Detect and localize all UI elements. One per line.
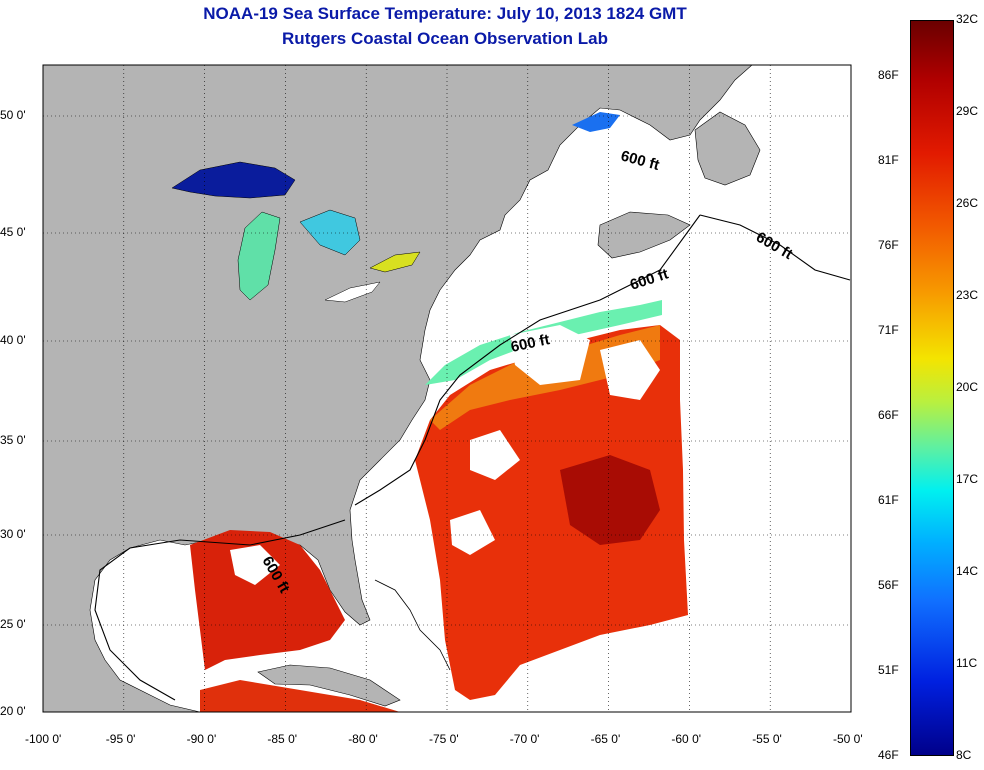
sst-atlantic-hot-core xyxy=(560,455,660,545)
bathymetry-600ft-contour xyxy=(94,214,851,701)
fahrenheit-label: 71F xyxy=(878,323,899,337)
map-subtitle: Rutgers Coastal Ocean Observation Lab xyxy=(282,29,608,48)
fahrenheit-label: 86F xyxy=(878,68,899,82)
fahrenheit-label: 81F xyxy=(878,153,899,167)
fahrenheit-label: 51F xyxy=(878,663,899,677)
celsius-label: 23C xyxy=(956,288,979,302)
lake-ontario xyxy=(324,281,381,303)
lon-tick-label: -70 0' xyxy=(509,732,540,746)
sst-caribbean xyxy=(200,680,400,712)
lon-tick-label: -95 0' xyxy=(105,732,136,746)
lat-tick-label: 40 0' xyxy=(0,333,26,347)
florida-bank-contour xyxy=(374,579,451,671)
sst-gulf-of-mexico xyxy=(190,530,345,670)
lon-tick-label: -100 0' xyxy=(25,732,62,746)
celsius-label: 11C xyxy=(956,656,978,670)
map-grid xyxy=(43,65,851,712)
land-newfoundland xyxy=(694,111,761,186)
lon-tick-label: -90 0' xyxy=(186,732,217,746)
st-lawrence-sst xyxy=(572,112,620,132)
celsius-label: 17C xyxy=(956,472,979,486)
celsius-label: 20C xyxy=(956,380,979,394)
lat-tick-label: 50 0' xyxy=(0,108,26,122)
celsius-label: 8C xyxy=(956,748,972,762)
lon-tick-label: -60 0' xyxy=(671,732,702,746)
lake-huron xyxy=(299,209,361,256)
celsius-label: 14C xyxy=(956,564,979,578)
fahrenheit-label: 76F xyxy=(878,238,899,252)
lat-tick-label: 35 0' xyxy=(0,433,26,447)
lake-erie xyxy=(369,251,421,273)
cloud-mask xyxy=(230,325,660,585)
lake-michigan xyxy=(237,211,281,301)
map-title: NOAA-19 Sea Surface Temperature: July 10… xyxy=(203,4,687,23)
land-nova-scotia xyxy=(597,211,691,259)
celsius-label: 26C xyxy=(956,196,979,210)
fahrenheit-label: 61F xyxy=(878,493,899,507)
land-cuba xyxy=(257,664,401,707)
lat-tick-label: 30 0' xyxy=(0,527,26,541)
lake-superior xyxy=(171,161,296,199)
fahrenheit-label: 46F xyxy=(878,748,899,762)
lon-tick-label: -75 0' xyxy=(429,732,459,746)
lat-tick-label: 25 0' xyxy=(0,617,26,631)
lat-tick-label: 20 0' xyxy=(0,704,26,718)
lat-tick-label: 45 0' xyxy=(0,225,26,239)
lon-tick-label: -80 0' xyxy=(348,732,378,746)
temperature-colorbar xyxy=(910,20,954,756)
fahrenheit-label: 66F xyxy=(878,408,899,422)
celsius-label: 29C xyxy=(956,104,979,118)
lon-tick-label: -65 0' xyxy=(590,732,621,746)
lon-tick-label: -50 0' xyxy=(833,732,863,746)
sst-shelf-cool xyxy=(425,300,662,385)
lon-tick-label: -55 0' xyxy=(752,732,782,746)
sst-atlantic-warm-swath xyxy=(415,325,688,700)
fahrenheit-label: 56F xyxy=(878,578,899,592)
celsius-label: 32C xyxy=(956,12,979,26)
lon-tick-label: -85 0' xyxy=(267,732,298,746)
